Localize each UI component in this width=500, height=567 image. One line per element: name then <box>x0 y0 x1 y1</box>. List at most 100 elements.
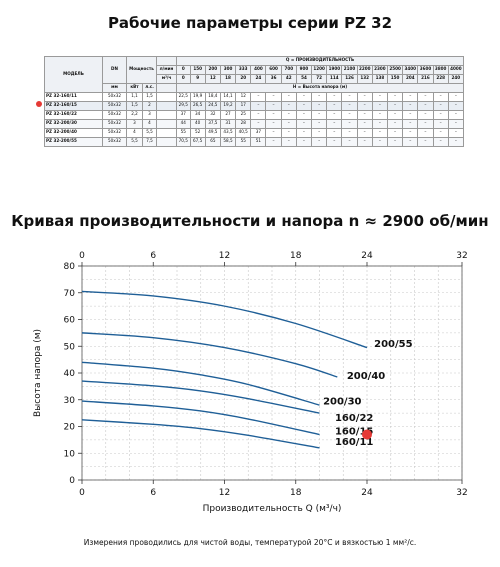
head-value: – <box>417 110 434 120</box>
curve-160-22 <box>81 380 320 414</box>
head-value: – <box>311 119 328 129</box>
curve-200-40 <box>81 332 338 378</box>
head-value: – <box>402 101 419 111</box>
kw-value: 5,5 <box>126 137 143 147</box>
q-m3h-value: 12 <box>204 74 221 84</box>
x-tick-label-top: 32 <box>456 251 467 261</box>
head-value: 40,5 <box>235 128 252 138</box>
q-lmin-value: 200 <box>204 65 221 75</box>
head-value: – <box>311 137 328 147</box>
head-value: – <box>371 92 388 102</box>
q-m3h-value: 18 <box>219 74 237 84</box>
head-value: – <box>341 92 358 102</box>
head-value: – <box>250 92 267 102</box>
q-lmin-value: 4000 <box>447 65 465 75</box>
y-tick-label: 30 <box>64 396 76 406</box>
footnote: Измерения проводились для чистой воды, т… <box>83 538 417 547</box>
model-name: PZ 32-160/15 <box>44 101 103 111</box>
head-value: – <box>447 128 465 138</box>
x-tick-label-top: 0 <box>79 251 85 261</box>
head-value: – <box>295 92 313 102</box>
head-value: 49,5 <box>204 128 221 138</box>
head-value: – <box>447 119 465 129</box>
head-value: – <box>280 119 297 129</box>
series-label: 200/30 <box>323 396 361 407</box>
head-value: – <box>417 101 434 111</box>
head-value: – <box>386 110 404 120</box>
head-value: 29,5 <box>176 101 191 111</box>
head-value: 12 <box>235 92 252 102</box>
curve-160-11 <box>81 419 320 449</box>
head-value: 27 <box>219 110 237 120</box>
series-label: 160/22 <box>335 413 373 424</box>
head-value: – <box>447 92 465 102</box>
q-lmin-value: 300 <box>219 65 237 75</box>
x-tick-label: 0 <box>79 488 85 498</box>
q-m3h-value: 132 <box>356 74 373 84</box>
q-lmin-value: 900 <box>295 65 313 75</box>
head-value: – <box>341 128 358 138</box>
head-value: – <box>265 101 282 111</box>
unit-hp: л.с. <box>142 83 157 93</box>
model-name: PZ 32-200/55 <box>44 137 103 147</box>
x-tick-label-top: 24 <box>361 251 373 261</box>
y-tick-label: 60 <box>64 316 76 326</box>
head-value: – <box>326 92 343 102</box>
q-m3h-value: 20 <box>235 74 252 84</box>
header-model: МОДЕЛЬ <box>44 56 103 93</box>
head-value: – <box>371 110 388 120</box>
x-tick-label: 32 <box>456 488 467 498</box>
head-value: – <box>326 110 343 120</box>
head-value: 67,5 <box>189 137 206 147</box>
head-value: – <box>341 119 358 129</box>
q-m3h-value: 0 <box>176 74 191 84</box>
head-value: – <box>432 128 449 138</box>
head-value: 55 <box>176 128 191 138</box>
x-tick-label-top: 12 <box>219 251 230 261</box>
head-value: – <box>432 92 449 102</box>
q-lmin-value: 333 <box>235 65 252 75</box>
head-value: – <box>280 137 297 147</box>
head-value: – <box>326 119 343 129</box>
header-q: Q = ПРОИЗВОДИТЕЛЬНОСТЬ <box>176 56 464 66</box>
head-value: – <box>280 128 297 138</box>
head-value: 14,1 <box>219 92 237 102</box>
head-value: 58,5 <box>219 137 237 147</box>
head-value: – <box>402 110 419 120</box>
table-row: PZ 32-200/40 50x32 4 5,5 55 52 49,5 43,5 40,5 37–… <box>44 128 465 138</box>
head-value: 19,9 <box>189 92 206 102</box>
series-label: 160/15 <box>335 427 373 438</box>
head-value: – <box>341 101 358 111</box>
table-row: PZ 32-160/11 50x32 1,1 1,5 22,5 19,9 18,4 14,1 1… <box>44 92 465 102</box>
head-value: – <box>402 128 419 138</box>
dn-value: 50x32 <box>102 110 127 120</box>
head-value: – <box>356 110 373 120</box>
q-m3h-value: 126 <box>341 74 358 84</box>
header-dn: DN <box>102 56 127 84</box>
chart-title: Кривая производительности и напора n ≈ 2… <box>11 212 489 230</box>
q-m3h-value: 42 <box>280 74 297 84</box>
header-row: л/мин 0 150 200 300 333 400 600 700 900 1200 1900 21… <box>45 65 465 75</box>
head-value: – <box>386 92 404 102</box>
head-value: – <box>295 128 313 138</box>
kw-value: 1,1 <box>126 92 143 102</box>
head-value: – <box>341 137 358 147</box>
unit-m3h: м³/ч <box>156 74 177 84</box>
head-value: – <box>356 119 373 129</box>
table-cell <box>156 101 177 111</box>
head-value: 37 <box>250 128 267 138</box>
performance-chart: 0066121218182424323201020304050607080Про… <box>33 251 468 514</box>
table-cell <box>156 128 177 138</box>
q-lmin-value: 150 <box>189 65 206 75</box>
head-value: – <box>371 128 388 138</box>
y-tick-label: 80 <box>64 262 76 272</box>
table-row: PZ 32-200/30 50x32 3 4 44 40 37,5 31 28– – – – – – – – –… <box>44 119 465 129</box>
head-value: – <box>386 128 404 138</box>
q-m3h-value: 9 <box>189 74 206 84</box>
head-value: – <box>356 137 373 147</box>
q-lmin-value: 3600 <box>417 65 434 75</box>
q-lmin-value: 3400 <box>402 65 419 75</box>
y-tick-label: 20 <box>64 423 76 433</box>
q-lmin-value: 700 <box>280 65 297 75</box>
head-value: – <box>341 110 358 120</box>
